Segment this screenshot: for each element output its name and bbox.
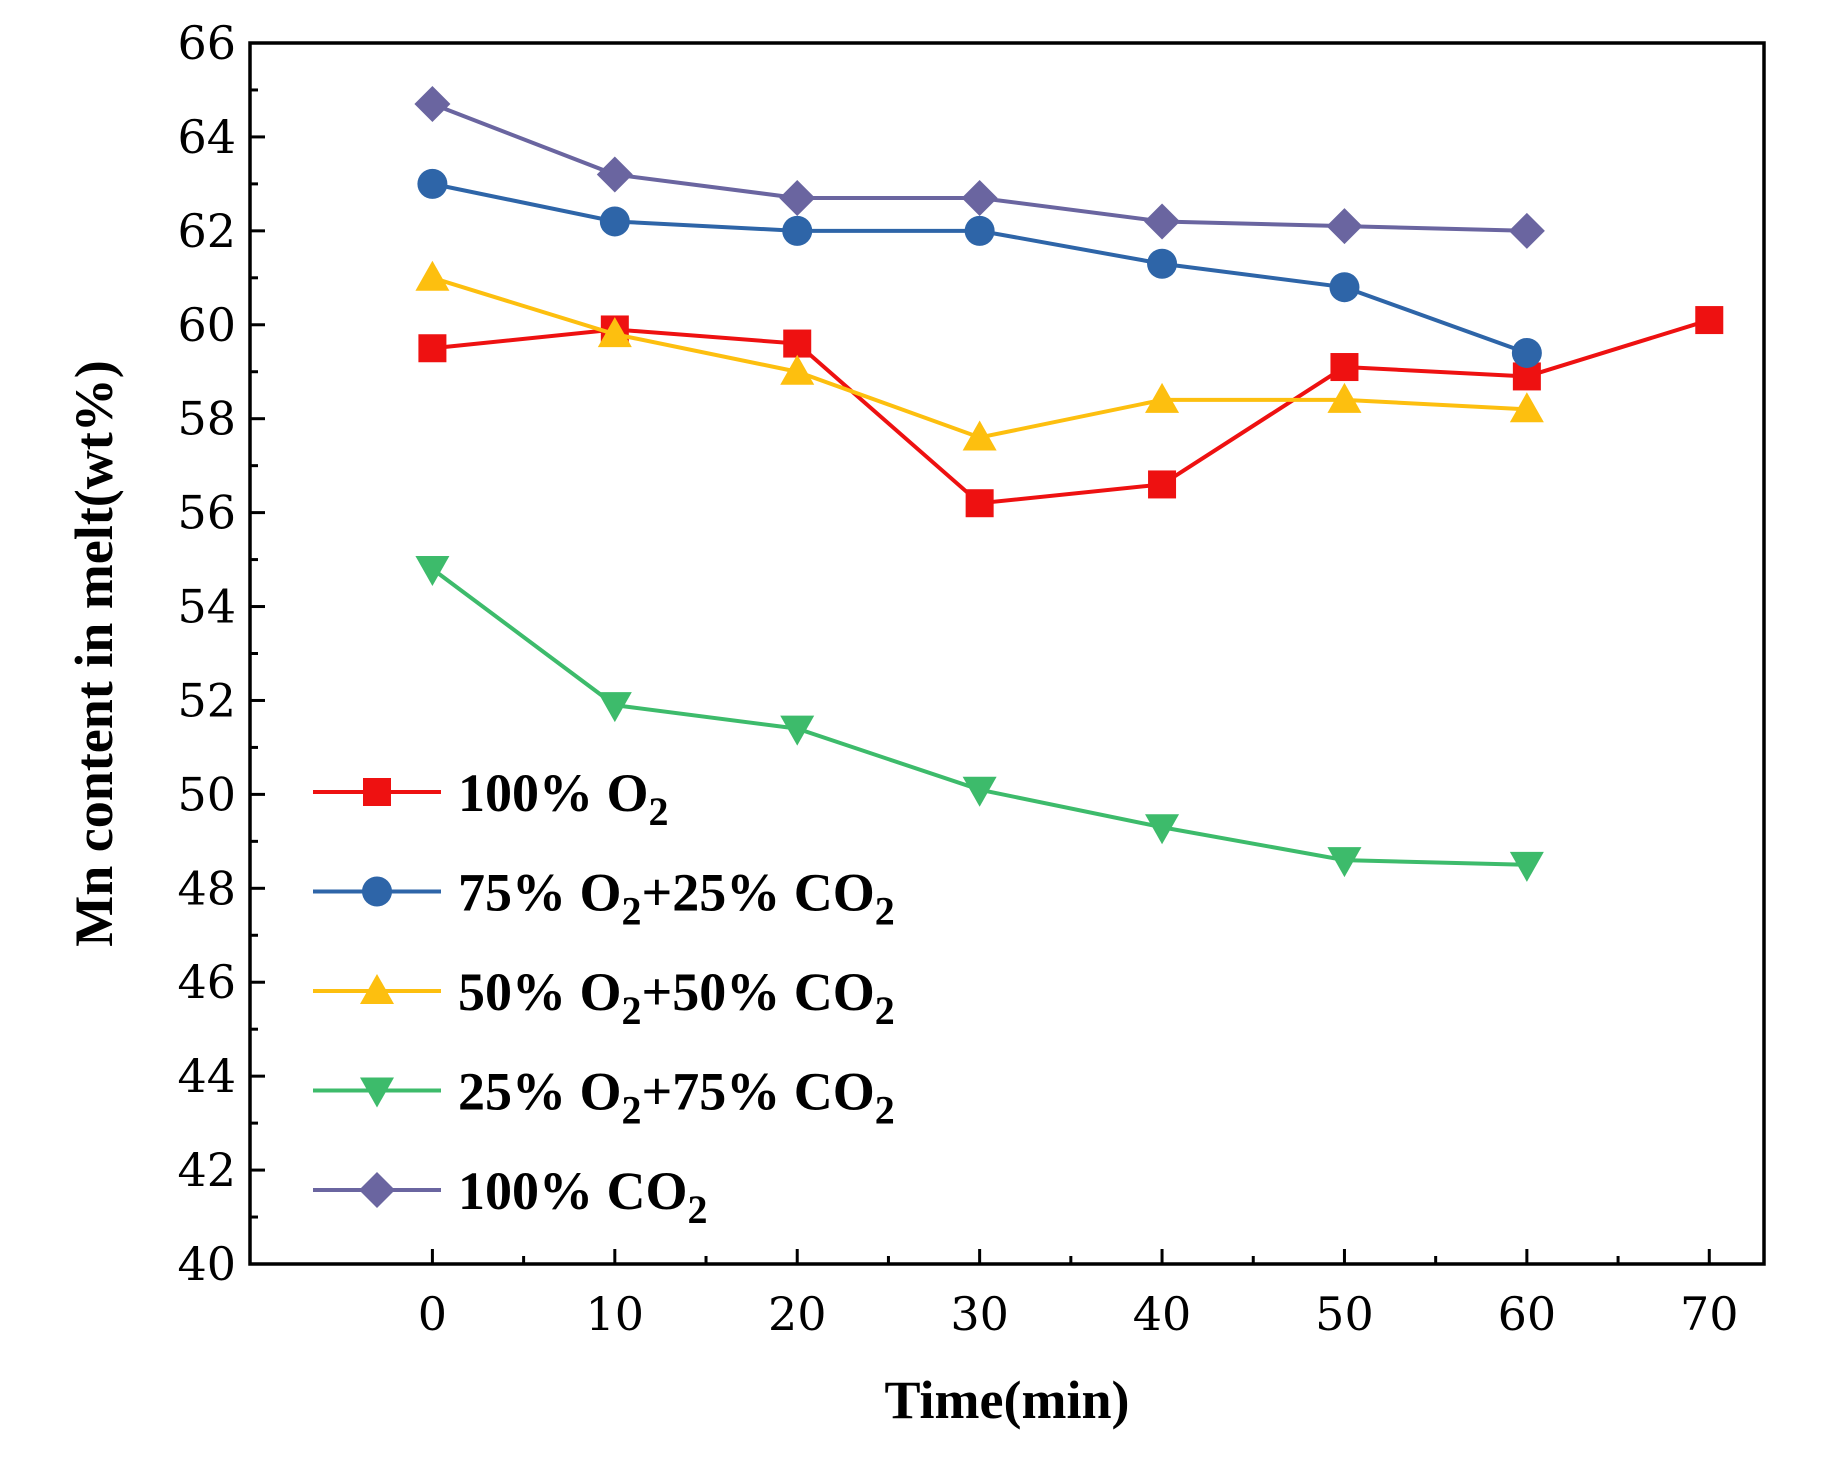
data-point: [962, 420, 997, 451]
y-tick-label: 44: [177, 1049, 236, 1103]
data-point: [779, 179, 816, 216]
y-axis-title: Mn content in melt(wt%): [64, 360, 124, 946]
data-point: [597, 692, 632, 723]
x-tick-label: 70: [1680, 1287, 1739, 1341]
data-point: [1511, 337, 1542, 368]
data-point: [780, 715, 815, 746]
y-tick-label: 48: [177, 861, 236, 915]
legend-label: 100% O2: [458, 763, 669, 834]
ticks-layer: 40 42 44 46 48 50 52 54 56 58 60 62 64 66 0 10 20 30 40 50 6…: [177, 16, 1738, 1341]
data-point: [415, 555, 450, 586]
legend-label: 75% O2+25% CO2: [458, 863, 895, 934]
y-tick-label: 62: [177, 204, 236, 258]
legend: 100% O2 75% O2+25% CO2 50% O2+50% CO2 25% O…: [313, 763, 895, 1232]
y-tick-label: 64: [177, 110, 236, 164]
legend-entry-4: 25% O2+75% CO2: [313, 1062, 895, 1133]
x-tick-label: 50: [1315, 1287, 1374, 1341]
series-3: [415, 260, 1544, 451]
y-tick-label: 40: [177, 1237, 236, 1291]
legend-label: 25% O2+75% CO2: [458, 1062, 895, 1133]
x-tick-label: 20: [768, 1287, 827, 1341]
data-point: [1145, 814, 1180, 845]
data-point: [596, 156, 633, 193]
data-point: [780, 354, 815, 385]
legend-label: 50% O2+50% CO2: [458, 962, 895, 1033]
x-axis-title: Time(min): [885, 1370, 1130, 1430]
series-4: [415, 555, 1544, 882]
data-point: [1145, 382, 1180, 413]
data-point: [1144, 203, 1181, 240]
data-point: [962, 776, 997, 807]
data-point: [597, 317, 632, 348]
legend-entry-3: 50% O2+50% CO2: [313, 962, 895, 1033]
data-point: [1329, 272, 1360, 303]
data-point: [1327, 382, 1362, 413]
y-tick-label: 52: [177, 673, 236, 727]
legend-marker: [363, 778, 391, 806]
data-point: [1695, 306, 1724, 335]
data-point: [782, 215, 813, 246]
y-tick-label: 42: [177, 1143, 236, 1197]
y-tick-label: 58: [177, 392, 236, 446]
data-point: [1509, 851, 1544, 882]
legend-entry-2: 75% O2+25% CO2: [313, 863, 895, 934]
legend-entry-5: 100% CO2: [313, 1161, 708, 1232]
y-tick-label: 50: [177, 767, 236, 821]
y-tick-label: 46: [177, 955, 236, 1009]
y-tick-label: 60: [177, 298, 236, 352]
x-tick-label: 30: [950, 1287, 1009, 1341]
x-tick-label: 0: [418, 1287, 447, 1341]
series-2: [417, 168, 1542, 368]
data-point: [1508, 212, 1545, 249]
legend-label: 100% CO2: [458, 1161, 708, 1232]
data-point: [1509, 392, 1544, 423]
legend-marker: [360, 1077, 394, 1108]
legend-marker: [359, 1172, 395, 1208]
y-tick-label: 54: [177, 580, 236, 634]
data-point: [1147, 248, 1178, 279]
data-point: [1148, 470, 1177, 499]
legend-marker: [362, 876, 392, 907]
series-layer: [414, 86, 1724, 882]
data-point: [1330, 353, 1359, 382]
y-tick-label: 66: [177, 16, 236, 70]
data-point: [964, 215, 995, 246]
data-point: [965, 489, 994, 518]
y-tick-label: 56: [177, 486, 236, 540]
x-tick-label: 60: [1498, 1287, 1557, 1341]
legend-entry-1: 100% O2: [313, 763, 669, 834]
data-point: [599, 206, 630, 237]
data-point: [1327, 847, 1362, 878]
data-point: [783, 329, 812, 358]
data-point: [961, 179, 998, 216]
data-point: [415, 260, 450, 291]
x-tick-label: 10: [586, 1287, 645, 1341]
data-point: [1326, 208, 1363, 245]
data-point: [417, 168, 448, 199]
data-point: [418, 334, 447, 363]
x-tick-label: 40: [1133, 1287, 1192, 1341]
data-point: [414, 86, 451, 123]
legend-marker: [360, 974, 394, 1004]
series-5: [414, 86, 1545, 249]
series-line: [432, 318, 1710, 506]
